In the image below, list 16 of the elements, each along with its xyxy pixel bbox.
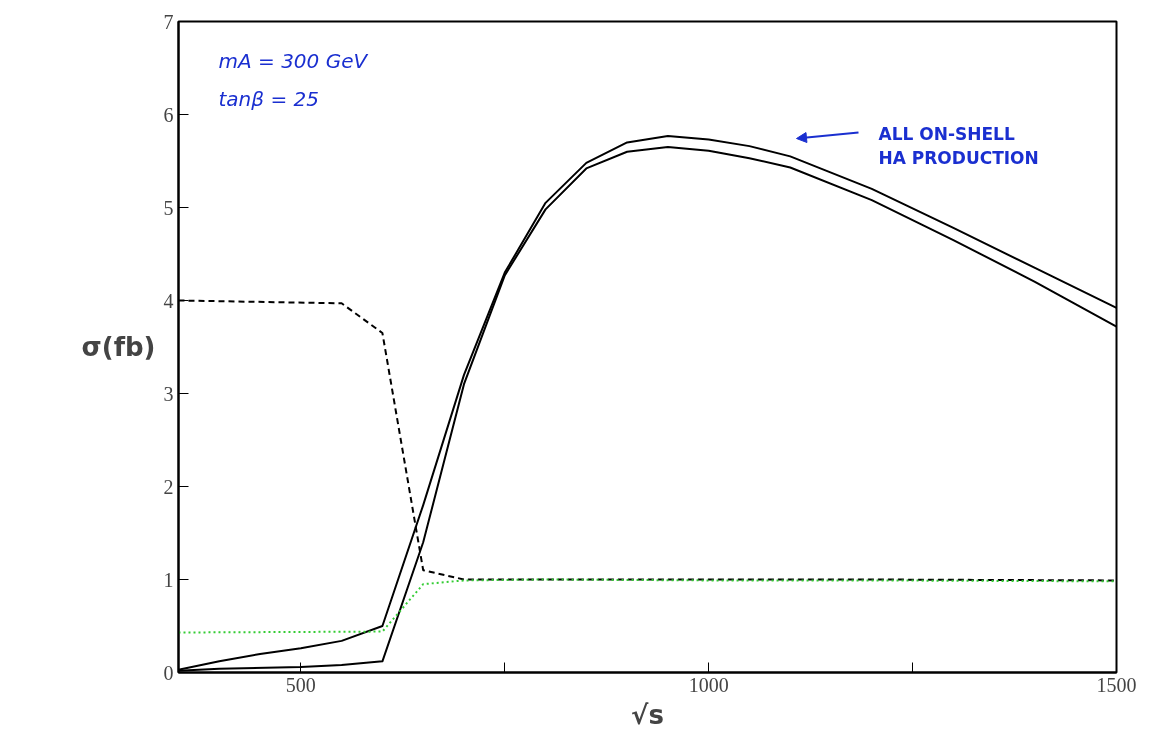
x-axis-title: √s xyxy=(631,699,664,730)
y-tick-label: 4 xyxy=(163,289,174,312)
y-tick-label: 1 xyxy=(163,568,174,591)
y-tick-label: 5 xyxy=(163,196,174,219)
y-tick-label: 6 xyxy=(163,103,174,126)
annotation: ALL ON-SHELL HA PRODUCTION xyxy=(878,123,1039,168)
y-axis-title: σ(fb) xyxy=(81,332,156,362)
y-tick-label: 7 xyxy=(163,10,174,33)
y-tick-label: 2 xyxy=(163,475,174,498)
y-tick-label: 0 xyxy=(163,661,174,684)
x-tick-label: 1500 xyxy=(1096,673,1137,696)
annotation: mA = 300 GeV xyxy=(218,48,369,73)
annotation: tanβ = 25 xyxy=(218,86,319,111)
x-tick-label: 1000 xyxy=(688,673,729,696)
y-tick-label: 3 xyxy=(163,382,174,405)
x-tick-label: 500 xyxy=(285,673,316,696)
